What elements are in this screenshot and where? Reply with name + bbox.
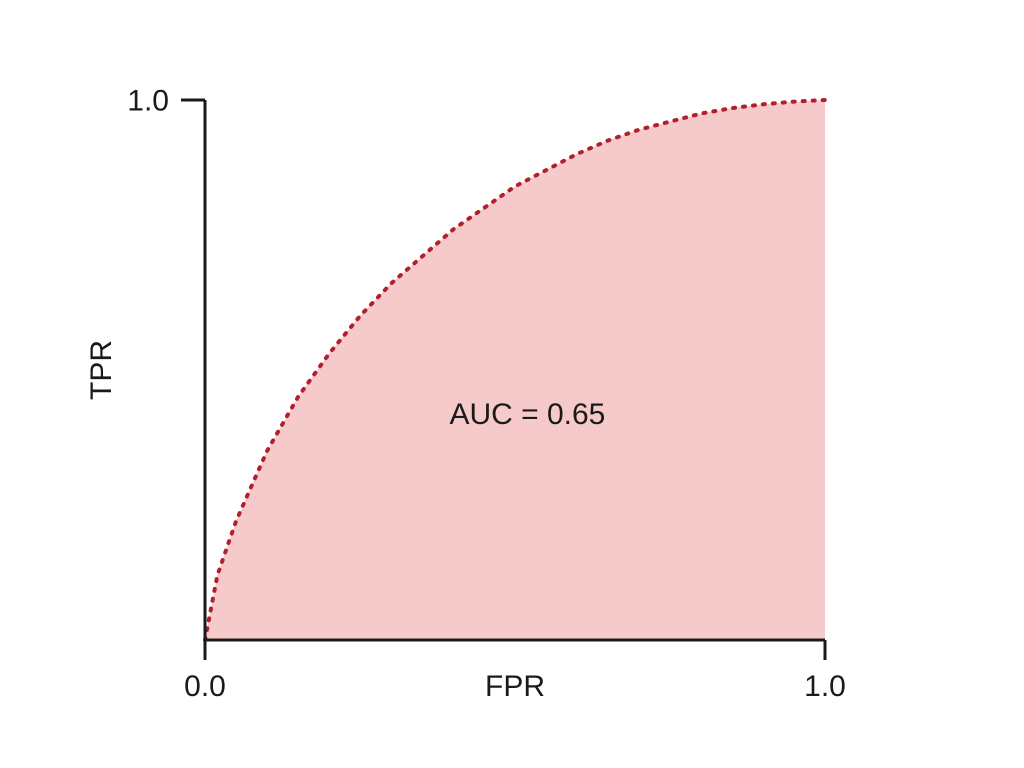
roc-chart-svg: 0.0 1.0 1.0 FPR TPR AUC = 0.65 (0, 0, 1024, 768)
auc-annotation: AUC = 0.65 (449, 398, 605, 431)
x-tick-label: 0.0 (184, 670, 226, 703)
y-axis-ticks: 1.0 (127, 85, 205, 118)
y-tick-label: 1.0 (127, 85, 169, 118)
y-axis-label: TPR (85, 340, 118, 400)
chart-stage: 0.0 1.0 1.0 FPR TPR AUC = 0.65 (0, 0, 1024, 768)
plot-area: 0.0 1.0 1.0 FPR TPR AUC = 0.65 (85, 85, 846, 704)
x-axis-label: FPR (485, 670, 545, 703)
x-tick-label: 1.0 (804, 670, 846, 703)
auc-fill-region (205, 100, 825, 640)
